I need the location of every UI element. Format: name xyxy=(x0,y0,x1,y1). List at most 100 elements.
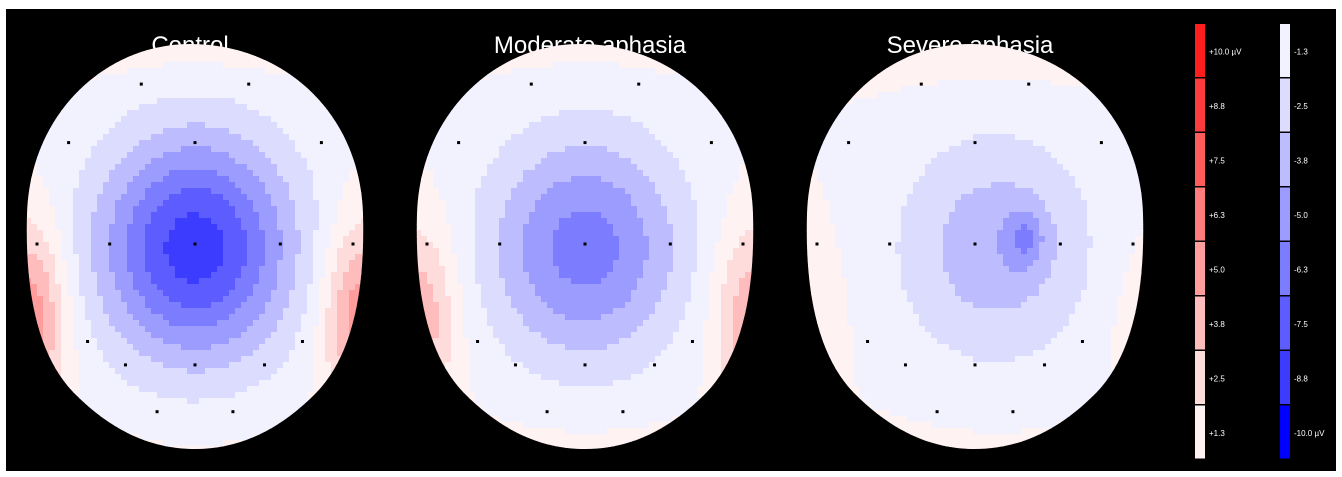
heat-cell xyxy=(223,212,230,219)
heat-cell xyxy=(169,422,176,429)
heat-cell xyxy=(416,68,422,75)
heat-cell xyxy=(79,170,86,177)
heat-cell xyxy=(295,200,302,207)
heat-cell xyxy=(37,356,44,363)
heat-cell xyxy=(169,44,176,51)
heat-cell xyxy=(217,50,224,57)
heat-cell xyxy=(631,110,638,117)
heat-cell xyxy=(211,254,218,261)
heat-cell xyxy=(235,302,242,309)
heat-cell xyxy=(133,350,140,357)
heat-cell xyxy=(211,272,218,279)
heat-cell xyxy=(361,164,364,171)
heat-cell xyxy=(151,194,158,201)
heat-cell xyxy=(223,284,230,291)
heat-cell xyxy=(79,302,86,309)
heat-cell xyxy=(307,272,314,279)
heat-cell xyxy=(361,446,364,449)
heat-cell xyxy=(67,218,74,225)
heat-cell xyxy=(259,116,266,123)
heat-cell xyxy=(157,152,164,159)
heat-cell xyxy=(247,56,254,63)
heat-cell xyxy=(361,230,364,237)
heat-cell xyxy=(151,152,158,159)
heat-cell xyxy=(319,164,326,171)
heat-cell xyxy=(169,50,176,57)
heat-cell xyxy=(283,194,290,201)
heat-cell xyxy=(26,224,32,231)
heat-cell xyxy=(337,218,344,225)
heat-cell xyxy=(259,218,266,225)
heat-cell xyxy=(241,110,248,117)
heat-cell xyxy=(91,110,98,117)
heat-cell xyxy=(26,110,32,117)
heat-cell xyxy=(361,212,364,219)
heat-cell xyxy=(319,128,326,135)
heat-cell xyxy=(79,344,86,351)
heat-cell xyxy=(61,86,68,93)
heat-cell xyxy=(139,170,146,177)
heat-cell xyxy=(319,446,326,449)
heat-cell xyxy=(571,80,578,87)
heat-cell xyxy=(31,194,38,201)
heat-cell xyxy=(223,296,230,303)
heat-cell xyxy=(667,146,674,153)
heat-cell xyxy=(163,290,170,297)
heat-cell xyxy=(115,344,122,351)
heat-cell xyxy=(361,188,364,195)
heat-cell xyxy=(307,302,314,309)
heat-cell xyxy=(751,140,754,147)
heat-cell xyxy=(253,98,260,105)
heat-cell xyxy=(745,50,752,57)
heat-cell xyxy=(121,176,128,183)
heat-cell xyxy=(319,266,326,273)
heat-cell xyxy=(127,170,134,177)
heat-cell xyxy=(223,170,230,177)
heat-cell xyxy=(361,152,364,159)
heat-cell xyxy=(253,74,260,81)
heat-cell xyxy=(229,254,236,261)
heat-cell xyxy=(49,338,56,345)
heat-cell xyxy=(139,212,146,219)
heat-cell xyxy=(55,398,62,405)
heat-cell xyxy=(169,416,176,423)
heat-cell xyxy=(649,128,656,135)
heat-cell xyxy=(43,398,50,405)
heat-cell xyxy=(26,308,32,315)
heat-cell xyxy=(157,212,164,219)
heat-cell xyxy=(169,296,176,303)
heat-cell xyxy=(259,176,266,183)
heat-cell xyxy=(163,302,170,309)
heat-cell xyxy=(55,386,62,393)
heat-cell xyxy=(535,62,542,69)
heat-cell xyxy=(661,56,668,63)
heat-cell xyxy=(163,368,170,375)
heat-cell xyxy=(121,416,128,423)
heat-cell xyxy=(115,242,122,249)
heat-cell xyxy=(241,116,248,123)
heat-cell xyxy=(349,122,356,129)
heat-cell xyxy=(109,254,116,261)
heat-cell xyxy=(133,302,140,309)
heat-cell xyxy=(307,404,314,411)
heat-cell xyxy=(211,194,218,201)
heat-cell xyxy=(211,302,218,309)
heat-cell xyxy=(181,224,188,231)
heat-cell xyxy=(247,314,254,321)
heat-cell xyxy=(529,140,536,147)
heat-cell xyxy=(493,140,500,147)
heat-cell xyxy=(733,98,740,105)
heat-cell xyxy=(565,98,572,105)
heat-cell xyxy=(139,242,146,249)
heat-cell xyxy=(487,56,494,63)
heat-cell xyxy=(115,140,122,147)
heat-cell xyxy=(85,380,92,387)
heat-cell xyxy=(679,86,686,93)
heat-cell xyxy=(259,110,266,117)
heat-cell xyxy=(541,116,548,123)
heat-cell xyxy=(127,224,134,231)
heat-cell xyxy=(91,62,98,69)
heat-cell xyxy=(547,98,554,105)
heat-cell xyxy=(643,122,650,129)
heat-cell xyxy=(493,80,500,87)
